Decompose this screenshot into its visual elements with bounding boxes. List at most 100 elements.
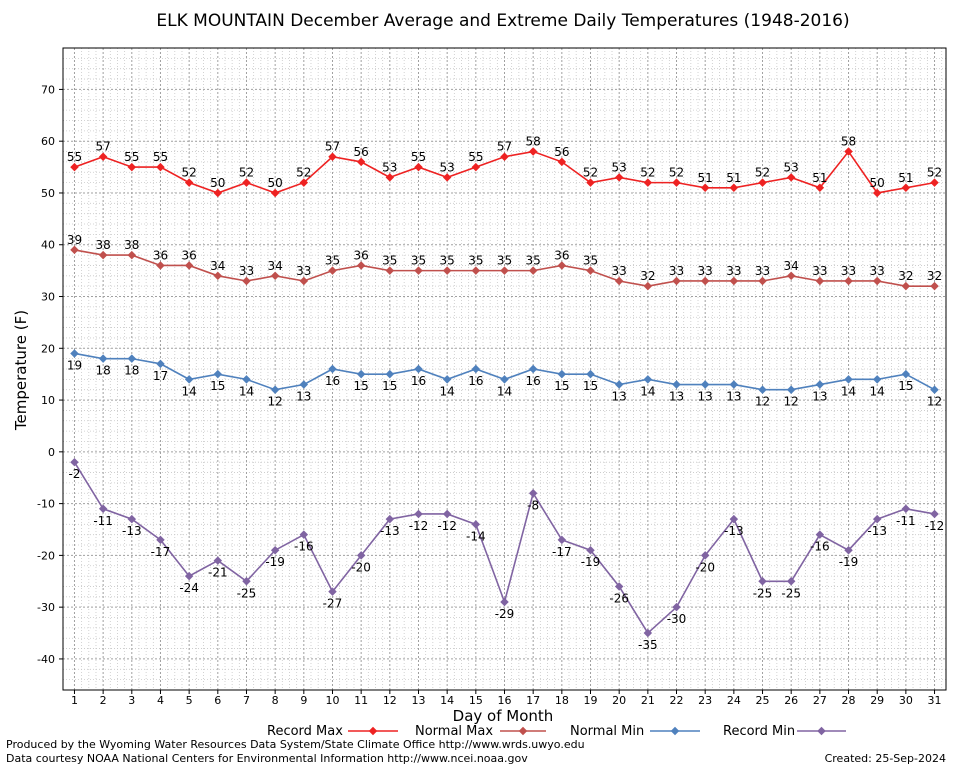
record-min-point	[700, 551, 710, 560]
record-min-data-label: -13	[724, 524, 744, 538]
y-tick-label: -10	[37, 498, 55, 511]
normal-min-data-label: 15	[210, 379, 225, 393]
legend-marker-normal-min	[670, 726, 680, 736]
normal-max-point	[184, 261, 194, 270]
record-max-data-label: 57	[325, 140, 340, 154]
record-min-data-label: -11	[896, 514, 916, 528]
legend-label-normal-min: Normal Min	[570, 724, 644, 739]
normal-min-data-label: 16	[325, 374, 340, 388]
record-min-data-label: -8	[527, 498, 539, 512]
normal-max-point	[672, 276, 681, 286]
normal-max-data-label: 35	[526, 254, 541, 268]
normal-max-data-label: 39	[67, 233, 82, 247]
record-max-data-label: 53	[440, 160, 455, 174]
record-min-point	[328, 587, 337, 596]
x-tick-label: 19	[584, 694, 598, 707]
record-min-data-label: -13	[380, 524, 400, 538]
y-tick-label: 0	[48, 446, 55, 459]
record-min-point	[758, 577, 767, 586]
y-tick-label: 50	[41, 187, 55, 200]
record-min-data-label: -12	[409, 519, 429, 533]
record-max-data-label: 52	[669, 166, 684, 180]
record-min-point	[815, 530, 825, 539]
x-tick-label: 7	[243, 694, 250, 707]
record-min-data-label: -27	[323, 597, 343, 611]
normal-min-data-label: 13	[698, 390, 713, 404]
y-tick-label: 30	[41, 291, 55, 304]
x-tick-label: 9	[300, 694, 307, 707]
x-tick-label: 3	[128, 694, 135, 707]
x-tick-label: 15	[469, 694, 483, 707]
record-max-data-label: 56	[554, 145, 569, 159]
record-min-data-label: -11	[93, 514, 113, 528]
record-min-data-label: -12	[925, 519, 945, 533]
normal-min-data-label: 14	[182, 384, 197, 398]
record-max-data-label: 51	[898, 171, 913, 185]
normal-max-data-label: 35	[583, 254, 598, 268]
y-tick-label: -20	[37, 549, 55, 562]
record-min-point	[270, 545, 280, 555]
x-tick-label: 1	[71, 694, 78, 707]
normal-min-data-label: 12	[784, 395, 799, 409]
normal-min-point	[70, 349, 79, 358]
normal-min-point	[328, 364, 337, 374]
normal-min-point	[614, 380, 624, 389]
normal-min-data-label: 12	[268, 395, 283, 409]
record-min-data-label: -13	[867, 524, 887, 538]
record-max-point	[414, 162, 423, 172]
normal-max-point	[242, 276, 251, 286]
x-tick-label: 8	[272, 694, 279, 707]
record-min-data-label: -12	[437, 519, 457, 533]
record-min-data-label: -21	[208, 566, 228, 580]
x-tick-label: 30	[899, 694, 913, 707]
normal-min-data-label: 14	[440, 384, 455, 398]
normal-max-point	[500, 266, 509, 275]
record-max-data-label: 53	[784, 160, 799, 174]
normal-min-point	[815, 380, 825, 389]
record-min-point	[299, 530, 309, 539]
record-max-data-label: 50	[210, 176, 225, 190]
normal-max-point	[700, 276, 710, 286]
record-max-data-label: 52	[296, 166, 311, 180]
normal-min-point	[299, 380, 309, 389]
record-min-data-label: -16	[294, 540, 314, 554]
record-min-point	[442, 509, 452, 519]
normal-max-data-label: 38	[124, 238, 139, 252]
normal-max-data-label: 36	[354, 248, 369, 262]
normal-max-point	[156, 261, 165, 270]
normal-min-point	[844, 375, 853, 384]
record-max-point	[184, 178, 194, 187]
normal-min-point	[127, 354, 137, 363]
normal-min-data-label: 13	[296, 390, 311, 404]
normal-max-point	[328, 266, 337, 275]
record-max-point	[328, 152, 337, 161]
normal-min-data-label: 15	[382, 379, 397, 393]
record-min-point	[614, 582, 624, 591]
normal-max-point	[385, 266, 395, 275]
normal-min-point	[643, 375, 653, 384]
record-min-point	[643, 628, 653, 638]
record-min-point	[930, 509, 939, 519]
x-tick-label: 29	[870, 694, 884, 707]
normal-min-data-label: 14	[497, 384, 512, 398]
record-min-point	[356, 551, 366, 560]
y-tick-label: 20	[41, 342, 55, 355]
normal-min-point	[729, 380, 739, 389]
normal-min-point	[242, 375, 251, 384]
normal-max-data-label: 36	[153, 248, 168, 262]
normal-max-data-label: 33	[669, 264, 684, 278]
y-tick-label: 60	[41, 135, 55, 148]
normal-max-point	[414, 266, 423, 275]
record-max-data-label: 58	[841, 135, 856, 149]
normal-max-data-label: 35	[411, 254, 426, 268]
normal-max-point	[98, 250, 108, 260]
x-tick-label: 6	[214, 694, 221, 707]
normal-min-data-label: 15	[354, 379, 369, 393]
record-max-data-label: 57	[95, 140, 110, 154]
normal-max-data-label: 33	[841, 264, 856, 278]
record-max-data-label: 55	[124, 150, 139, 164]
normal-max-point	[901, 281, 911, 291]
normal-min-data-label: 12	[927, 395, 942, 409]
